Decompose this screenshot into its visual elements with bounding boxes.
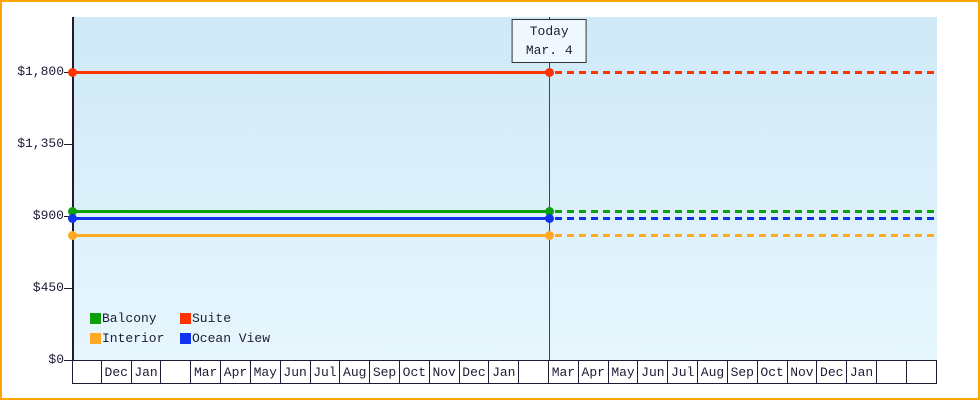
y-axis-tick-mark	[64, 144, 73, 145]
legend-swatch-balcony	[90, 313, 101, 324]
legend-swatch-ocean-view	[180, 333, 191, 344]
x-axis-month-jan: Jan	[131, 360, 162, 384]
legend-label: Suite	[192, 311, 232, 326]
series-line-past-suite	[72, 70, 550, 74]
legend-label: Ocean View	[192, 331, 271, 346]
series-line-past-interior	[72, 233, 550, 237]
x-axis-month-oct: Oct	[399, 360, 430, 384]
y-axis-tick-label: $1,350	[17, 136, 64, 152]
x-axis-month-sep: Sep	[370, 360, 400, 384]
series-line-forecast-ocean-view	[555, 216, 937, 220]
y-axis-tick-mark	[64, 288, 73, 289]
today-date: Mar. 4	[525, 43, 573, 58]
x-axis-month-aug: Aug	[340, 360, 371, 384]
series-line-forecast-balcony	[555, 209, 937, 213]
series-dot-ocean-view	[544, 213, 554, 223]
legend-swatch-suite	[180, 313, 191, 324]
series-dot-balcony	[544, 206, 554, 216]
y-axis-tick-mark	[64, 360, 73, 361]
legend-item-balcony: Balcony	[90, 311, 180, 326]
x-axis-month-jan: Jan	[847, 360, 877, 384]
x-axis-month-dec: Dec	[101, 360, 132, 384]
series-line-forecast-interior	[555, 233, 937, 237]
series-dot-balcony	[67, 206, 77, 216]
series-line-past-balcony	[72, 209, 550, 213]
x-axis-month-jul: Jul	[310, 360, 341, 384]
x-axis-month-aug: Aug	[698, 360, 728, 384]
x-axis-month-empty	[72, 360, 102, 384]
x-axis-month-empty	[519, 360, 549, 384]
x-axis-month-empty	[161, 360, 192, 384]
y-axis-tick-label: $450	[32, 280, 64, 296]
x-axis-month-jun: Jun	[280, 360, 311, 384]
x-axis-month-row: Dec Jan Mar Apr May Jun Jul Aug Sep Oct Nov Dec Jan M…	[72, 360, 937, 384]
legend-label: Balcony	[102, 311, 157, 326]
x-axis-month-oct: Oct	[757, 360, 788, 384]
x-axis-month-may: May	[250, 360, 281, 384]
x-axis-month-mar: Mar	[549, 360, 579, 384]
y-axis-tick-label: $1,800	[17, 64, 64, 80]
x-axis-month-jul: Jul	[668, 360, 699, 384]
series-dot-ocean-view	[67, 213, 77, 223]
legend-item-suite: Suite	[180, 311, 270, 326]
series-dot-suite	[67, 67, 77, 77]
x-axis-month-apr: Apr	[578, 360, 609, 384]
x-axis-month-mar: Mar	[191, 360, 222, 384]
x-axis-month-empty	[876, 360, 907, 384]
legend-item-ocean-view: Ocean View	[180, 331, 270, 346]
today-label-box: Today Mar. 4	[511, 19, 587, 63]
today-label: Today	[529, 24, 569, 39]
series-dot-suite	[544, 67, 554, 77]
today-vertical-line	[549, 17, 551, 360]
legend-label: Interior	[102, 331, 165, 346]
x-axis-month-jun: Jun	[638, 360, 669, 384]
x-axis-month-jan: Jan	[489, 360, 520, 384]
x-axis-month-may: May	[608, 360, 639, 384]
x-axis-month-empty	[906, 360, 937, 384]
y-axis-tick-label: $0	[48, 352, 64, 367]
plot-area	[72, 17, 937, 360]
series-dot-interior	[67, 230, 77, 240]
series-line-forecast-suite	[555, 70, 937, 74]
legend-swatch-interior	[90, 333, 101, 344]
x-axis-month-dec: Dec	[459, 360, 490, 384]
x-axis-month-sep: Sep	[727, 360, 758, 384]
x-axis-month-dec: Dec	[817, 360, 848, 384]
x-axis-month-nov: Nov	[787, 360, 818, 384]
x-axis-month-nov: Nov	[429, 360, 460, 384]
series-line-past-ocean-view	[72, 216, 550, 220]
legend: Balcony Suite Interior Ocean View	[90, 311, 270, 346]
legend-item-interior: Interior	[90, 331, 180, 346]
x-axis-month-apr: Apr	[221, 360, 251, 384]
series-dot-interior	[544, 230, 554, 240]
y-axis-tick-label: $900	[32, 208, 64, 224]
